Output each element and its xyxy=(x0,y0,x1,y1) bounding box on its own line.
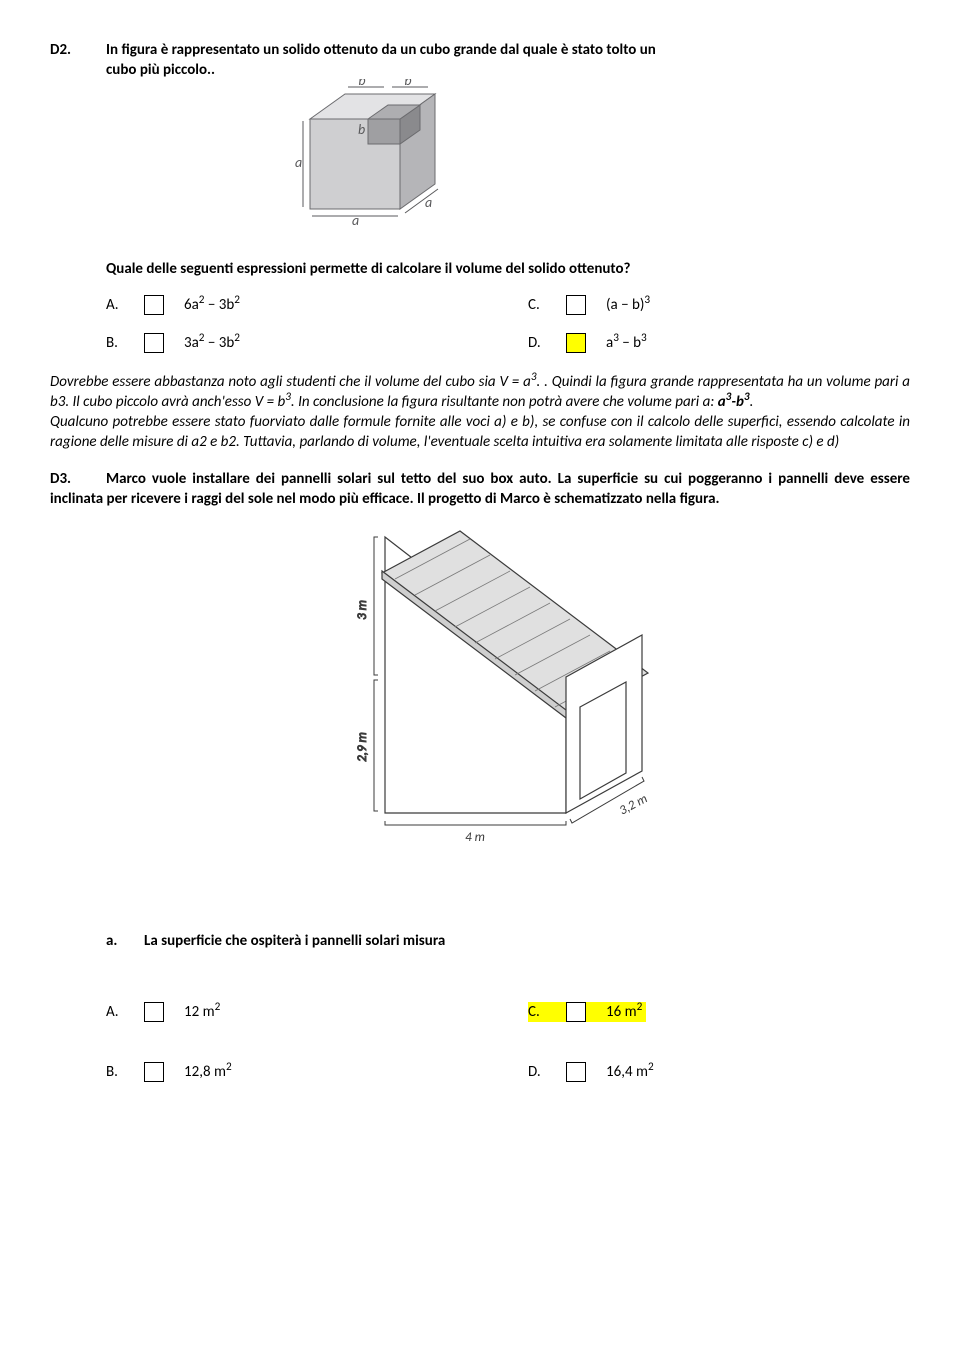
d2-options: A. 6a2 − 3b2 C. (a − b)3 B. 3a2 − 3b2 D.… xyxy=(106,295,910,354)
d2-question: D2. In figura è rappresentato un solido … xyxy=(50,40,910,81)
d2-opt-d-formula: a3 − b3 xyxy=(606,333,647,353)
d3-number: D3. xyxy=(50,469,106,489)
checkbox-icon[interactable] xyxy=(144,295,164,315)
svg-text:2,9 m: 2,9 m xyxy=(355,732,370,762)
cube-label-b1: b xyxy=(358,79,365,89)
d2-number: D2. xyxy=(50,40,86,81)
checkbox-icon[interactable] xyxy=(566,1062,586,1082)
d2-opt-b-formula: 3a2 − 3b2 xyxy=(184,333,240,353)
cube-label-a-left: a xyxy=(295,154,302,171)
d3-sub-text: La superficie che ospiterà i pannelli so… xyxy=(144,931,445,951)
checkbox-icon[interactable] xyxy=(144,333,164,353)
d3-option-b[interactable]: B. 12,8 m2 xyxy=(106,1062,488,1082)
d2-opt-a-letter: A. xyxy=(106,295,124,315)
d2-opt-b-letter: B. xyxy=(106,333,124,353)
d3-opt-d-letter: D. xyxy=(528,1062,546,1082)
cube-label-b2: b xyxy=(404,79,411,89)
checkbox-icon[interactable] xyxy=(144,1062,164,1082)
d3-subquestion: a. La superficie che ospiterà i pannelli… xyxy=(106,931,910,951)
d2-text-line1: In figura è rappresentato un solido otte… xyxy=(106,41,656,59)
d3-opt-a-letter: A. xyxy=(106,1002,124,1022)
d2-explanation: Dovrebbe essere abbastanza noto agli stu… xyxy=(50,372,910,453)
d2-option-c[interactable]: C. (a − b)3 xyxy=(528,295,910,315)
d2-opt-d-letter: D. xyxy=(528,333,546,353)
d2-option-b[interactable]: B. 3a2 − 3b2 xyxy=(106,333,488,353)
d2-prompt: Quale delle seguenti espressioni permett… xyxy=(106,259,910,279)
checkbox-icon[interactable] xyxy=(566,1002,586,1022)
checkbox-icon[interactable] xyxy=(144,1002,164,1022)
d3-figure: 3 m 2,9 m 4 m xyxy=(50,515,910,901)
d2-figure-row: b b b a a a xyxy=(50,89,910,249)
d2-option-d[interactable]: D. a3 − b3 xyxy=(528,333,910,353)
svg-text:4 m: 4 m xyxy=(465,830,485,845)
d3-option-c[interactable]: C. 16 m2 xyxy=(528,1002,910,1022)
cube-label-a-bot1: a xyxy=(352,212,359,229)
d3-sub-letter: a. xyxy=(106,931,124,951)
d3-opt-a-value: 12 m2 xyxy=(184,1002,220,1022)
d3-option-d[interactable]: D. 16,4 m2 xyxy=(528,1062,910,1082)
d3-text: Marco vuole installare dei pannelli sola… xyxy=(50,470,910,508)
d3-opt-d-value: 16,4 m2 xyxy=(606,1062,654,1082)
d3-opt-c-value: 16 m2 xyxy=(606,1002,642,1022)
svg-text:3,2 m: 3,2 m xyxy=(617,791,650,818)
cube-figure: b b b a a a xyxy=(270,79,470,235)
d3-question: D3.Marco vuole installare dei pannelli s… xyxy=(50,469,910,510)
d2-option-a[interactable]: A. 6a2 − 3b2 xyxy=(106,295,488,315)
d2-text: In figura è rappresentato un solido otte… xyxy=(106,40,910,81)
d3-options: A. 12 m2 C. 16 m2 B. 12,8 m2 D. 16,4 m2 xyxy=(106,1002,910,1083)
d2-opt-a-formula: 6a2 − 3b2 xyxy=(184,295,240,315)
d3-opt-b-value: 12,8 m2 xyxy=(184,1062,232,1082)
d2-opt-c-formula: (a − b)3 xyxy=(606,295,650,315)
d2-opt-c-letter: C. xyxy=(528,295,546,315)
checkbox-icon[interactable] xyxy=(566,295,586,315)
d3-option-a[interactable]: A. 12 m2 xyxy=(106,1002,488,1022)
checkbox-icon[interactable] xyxy=(566,333,586,353)
cube-label-a-bot2: a xyxy=(425,194,432,211)
cube-label-bside: b xyxy=(358,121,365,138)
d3-opt-c-letter: C. xyxy=(528,1002,546,1022)
d3-opt-b-letter: B. xyxy=(106,1062,124,1082)
svg-text:3 m: 3 m xyxy=(355,600,370,620)
d2-text-line2: cubo più piccolo.. xyxy=(106,61,215,79)
